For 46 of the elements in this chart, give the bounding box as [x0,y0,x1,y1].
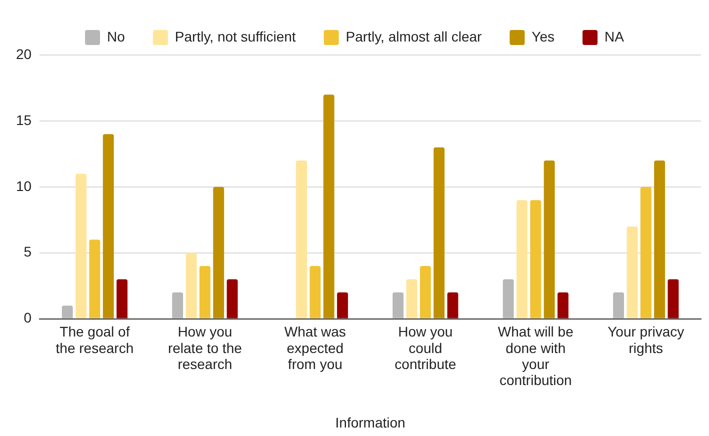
bar [296,160,307,318]
bar [89,240,100,318]
bar [116,279,128,318]
legend-label: NA [604,28,625,44]
bar [337,292,348,318]
bar [668,279,679,318]
x-tick-label: How you could contribute [394,324,456,372]
bar [199,266,210,318]
y-tick-label: 10 [16,178,32,194]
bar [544,160,555,318]
bar [502,279,514,318]
bar [62,306,73,318]
x-tick-label: Your privacy rights [608,324,684,356]
legend-label: No [107,28,126,44]
bar [420,266,431,318]
bar [640,186,652,318]
x-tick-label: What will be done with your contribution [498,324,574,388]
legend-label: Partly, not sufficient [174,28,296,44]
bar [172,292,184,318]
bar [310,266,321,318]
x-tick-label: What was expected from you [284,324,346,372]
legend-label: Yes [532,28,555,44]
y-tick-label: 20 [16,46,32,62]
bar [323,94,334,318]
y-tick-label: 5 [24,244,32,260]
bar [613,292,624,318]
x-tick-label: How you relate to the research [168,324,242,372]
legend-label: Partly, almost all clear [346,28,482,44]
y-tick-label: 15 [16,112,32,128]
x-tick-label: The goal of the research [56,324,134,356]
x-axis-title: Information [335,414,406,430]
bar [558,292,568,318]
bar [226,279,238,318]
bar [626,226,638,318]
bar [447,292,458,318]
bar [102,134,114,318]
y-tick-label: 0 [24,310,32,326]
bar [76,174,86,318]
bar [654,160,666,318]
bar [406,279,418,318]
bar [392,292,404,318]
bar [530,200,542,318]
bar [516,200,528,318]
bar [434,147,445,318]
bar [213,186,224,318]
bar [186,252,197,318]
